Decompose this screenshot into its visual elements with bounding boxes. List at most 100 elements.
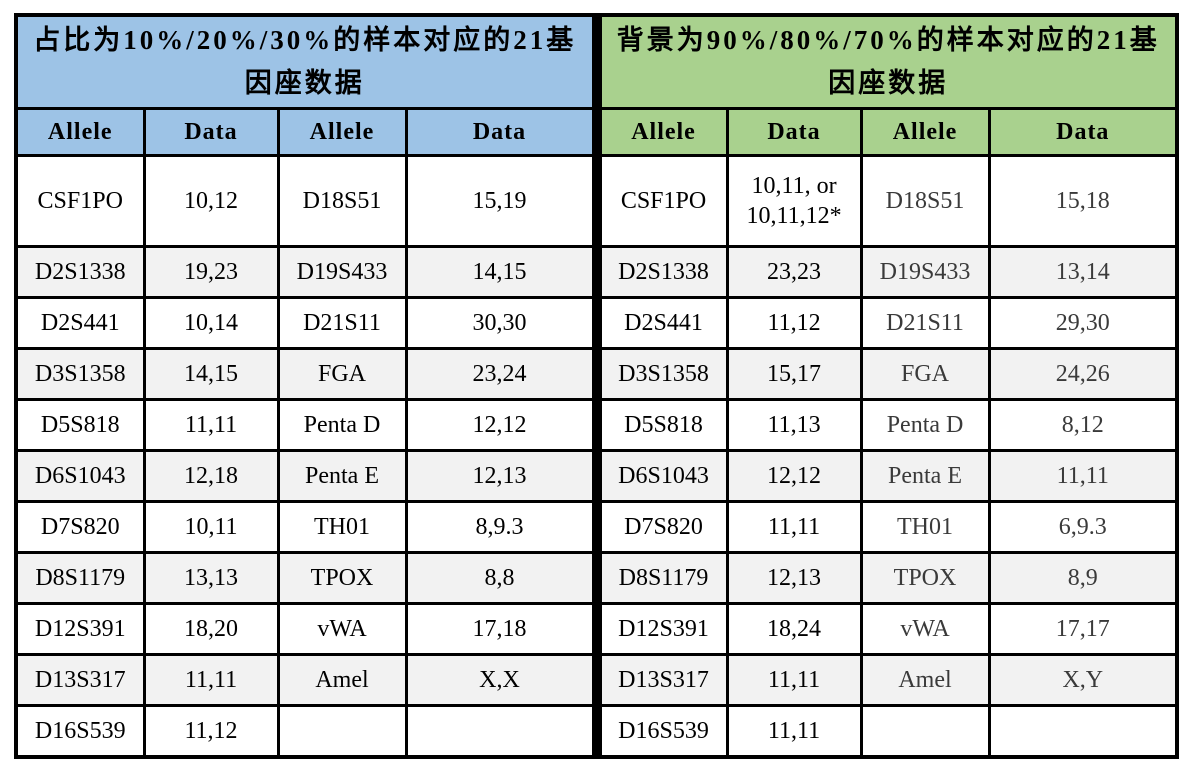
allele-cell: vWA	[859, 602, 991, 656]
table-row: D8S1179 13,13 TPOX 8,8	[14, 551, 596, 605]
data-cell: 30,30	[404, 296, 596, 350]
data-cell: 23,23	[725, 245, 863, 299]
data-cell: 14,15	[142, 347, 280, 401]
table-row: D6S1043 12,18 Penta E 12,13	[14, 449, 596, 503]
allele-cell: D21S11	[859, 296, 991, 350]
data-cell: 11,12	[725, 296, 863, 350]
data-cell: 10,12	[142, 154, 280, 248]
left-table-body: CSF1PO 10,12 D18S51 15,19 D2S1338 19,23 D19S43…	[14, 154, 596, 759]
allele-cell: FGA	[859, 347, 991, 401]
table-row: D3S1358 14,15 FGA 23,24	[14, 347, 596, 401]
column-header-allele: Allele	[14, 107, 146, 157]
allele-cell: D5S818	[14, 398, 146, 452]
table-row: D2S1338 23,23 D19S433 13,14	[597, 245, 1179, 299]
data-cell: 10,11	[142, 500, 280, 554]
table-row: D5S818 11,11 Penta D 12,12	[14, 398, 596, 452]
allele-cell: D19S433	[276, 245, 408, 299]
allele-cell: Penta E	[276, 449, 408, 503]
data-cell: 11,11	[142, 653, 280, 707]
allele-cell: D8S1179	[14, 551, 146, 605]
table-row: D2S441 11,12 D21S11 29,30	[597, 296, 1179, 350]
column-header-data: Data	[725, 107, 863, 157]
table-row: D16S539 11,11	[597, 704, 1179, 759]
left-sample-table: 占比为10%/20%/30%的样本对应的21基因座数据 Allele Data …	[14, 13, 597, 759]
data-cell: 14,15	[404, 245, 596, 299]
data-cell: 12,13	[725, 551, 863, 605]
allele-cell: D13S317	[14, 653, 146, 707]
table-row: D13S317 11,11 Amel X,X	[14, 653, 596, 707]
data-cell: 12,12	[404, 398, 596, 452]
allele-cell: Penta D	[859, 398, 991, 452]
right-title-row: 背景为90%/80%/70%的样本对应的21基因座数据	[597, 13, 1179, 110]
table-row: CSF1PO 10,12 D18S51 15,19	[14, 154, 596, 248]
data-cell: 15,19	[404, 154, 596, 248]
dual-table-container: 占比为10%/20%/30%的样本对应的21基因座数据 Allele Data …	[14, 13, 1180, 759]
table-row: D2S441 10,14 D21S11 30,30	[14, 296, 596, 350]
right-column-header-row: Allele Data Allele Data	[597, 107, 1179, 157]
data-cell: X,Y	[987, 653, 1179, 707]
allele-cell	[859, 704, 991, 759]
allele-cell: D8S1179	[597, 551, 729, 605]
allele-cell: TPOX	[276, 551, 408, 605]
allele-cell	[276, 704, 408, 759]
table-row: D7S820 11,11 TH01 6,9.3	[597, 500, 1179, 554]
data-cell: 11,11	[142, 398, 280, 452]
data-cell: 23,24	[404, 347, 596, 401]
data-cell: 13,13	[142, 551, 280, 605]
allele-cell: D2S441	[597, 296, 729, 350]
table-row: D6S1043 12,12 Penta E 11,11	[597, 449, 1179, 503]
allele-cell: Penta D	[276, 398, 408, 452]
allele-cell: Amel	[276, 653, 408, 707]
right-sample-table: 背景为90%/80%/70%的样本对应的21基因座数据 Allele Data …	[596, 13, 1180, 759]
column-header-data: Data	[987, 107, 1179, 157]
allele-cell: TH01	[859, 500, 991, 554]
allele-cell: D6S1043	[597, 449, 729, 503]
table-row: D13S317 11,11 Amel X,Y	[597, 653, 1179, 707]
data-cell: 11,11	[987, 449, 1179, 503]
allele-cell: D6S1043	[14, 449, 146, 503]
column-header-allele: Allele	[597, 107, 729, 157]
allele-cell: D18S51	[276, 154, 408, 248]
table-row: CSF1PO 10,11, or 10,11,12* D18S51 15,18	[597, 154, 1179, 248]
data-cell: 17,17	[987, 602, 1179, 656]
data-cell: 18,20	[142, 602, 280, 656]
allele-cell: D5S818	[597, 398, 729, 452]
allele-cell: D19S433	[859, 245, 991, 299]
allele-cell: D3S1358	[14, 347, 146, 401]
data-cell: 11,12	[142, 704, 280, 759]
column-header-data: Data	[404, 107, 596, 157]
allele-cell: CSF1PO	[597, 154, 729, 248]
data-cell: 15,18	[987, 154, 1179, 248]
data-cell: 8,12	[987, 398, 1179, 452]
data-cell: 11,11	[725, 653, 863, 707]
allele-cell: D7S820	[14, 500, 146, 554]
table-row: D2S1338 19,23 D19S433 14,15	[14, 245, 596, 299]
left-column-header-row: Allele Data Allele Data	[14, 107, 596, 157]
data-cell: 24,26	[987, 347, 1179, 401]
data-cell: 12,13	[404, 449, 596, 503]
table-row: D12S391 18,24 vWA 17,17	[597, 602, 1179, 656]
left-title-row: 占比为10%/20%/30%的样本对应的21基因座数据	[14, 13, 596, 110]
column-header-allele: Allele	[859, 107, 991, 157]
data-cell: X,X	[404, 653, 596, 707]
data-cell	[404, 704, 596, 759]
allele-cell: Penta E	[859, 449, 991, 503]
data-cell: 8,9.3	[404, 500, 596, 554]
table-row: D12S391 18,20 vWA 17,18	[14, 602, 596, 656]
data-cell: 17,18	[404, 602, 596, 656]
column-header-data: Data	[142, 107, 280, 157]
allele-cell: D21S11	[276, 296, 408, 350]
data-cell: 8,9	[987, 551, 1179, 605]
table-row: D16S539 11,12	[14, 704, 596, 759]
data-cell: 12,12	[725, 449, 863, 503]
data-cell: 12,18	[142, 449, 280, 503]
right-table-body: CSF1PO 10,11, or 10,11,12* D18S51 15,18 D2S1…	[597, 154, 1179, 759]
allele-cell: D12S391	[597, 602, 729, 656]
table-row: D3S1358 15,17 FGA 24,26	[597, 347, 1179, 401]
allele-cell: TH01	[276, 500, 408, 554]
allele-cell: D7S820	[597, 500, 729, 554]
allele-cell: D2S1338	[597, 245, 729, 299]
data-cell	[987, 704, 1179, 759]
table-row: D7S820 10,11 TH01 8,9.3	[14, 500, 596, 554]
data-cell: 18,24	[725, 602, 863, 656]
